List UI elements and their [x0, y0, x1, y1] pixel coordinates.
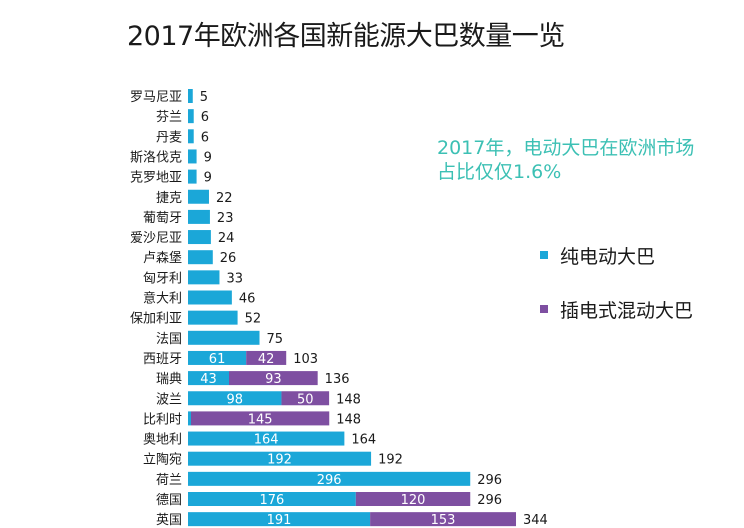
total-value-label: 26 [220, 251, 237, 266]
category-label: 葡萄牙 [143, 211, 182, 226]
category-label: 法国 [156, 332, 182, 347]
chart-title: 2017年欧洲各国新能源大巴数量一览 [127, 21, 565, 52]
segment-value-label: 296 [317, 473, 342, 488]
bar-electric [188, 290, 232, 305]
total-value-label: 296 [477, 493, 502, 508]
bar-electric [188, 431, 345, 446]
category-label: 意大利 [143, 291, 182, 307]
annotation-line-2: 占比仅仅1.6% [437, 161, 562, 183]
legend-swatch-electric [540, 251, 548, 259]
total-value-label: 148 [336, 392, 361, 407]
bar-electric [188, 149, 197, 164]
segment-value-label: 192 [267, 453, 292, 468]
legend-label-electric: 纯电动大巴 [560, 245, 656, 268]
bar-electric [188, 230, 211, 245]
legend-item-plugin: 插电式混动大巴 [540, 296, 693, 322]
bar-plugin [191, 411, 330, 426]
total-value-label: 136 [325, 372, 350, 387]
bar-electric [188, 391, 282, 406]
total-value-label: 9 [204, 171, 212, 186]
bar-electric [188, 471, 471, 486]
bar-plugin [229, 371, 318, 386]
total-value-label: 75 [267, 332, 284, 347]
category-label: 立陶宛 [143, 452, 182, 468]
bar-electric [188, 109, 194, 124]
bar-electric [188, 512, 371, 527]
total-value-label: 6 [201, 130, 209, 145]
total-value-label: 344 [523, 513, 548, 528]
total-value-label: 103 [293, 352, 318, 367]
bar-electric [188, 189, 209, 204]
segment-value-label: 191 [267, 513, 292, 528]
bar-plugin [281, 391, 330, 406]
category-label: 匈牙利 [143, 271, 182, 286]
total-value-label: 9 [204, 150, 212, 165]
segment-value-label: 61 [209, 352, 226, 367]
total-value-label: 6 [201, 110, 209, 125]
category-label: 奥地利 [143, 433, 182, 448]
bar-electric [188, 492, 356, 506]
segment-value-label: 120 [401, 493, 426, 508]
bar-plugin [355, 492, 471, 506]
bar-electric [188, 371, 230, 386]
bar-electric [188, 270, 220, 285]
bar-electric [188, 209, 210, 224]
annotation-note: 2017年，电动大巴在欧洲市场 占比仅仅1.6% [437, 136, 737, 184]
category-label: 西班牙 [143, 352, 182, 367]
category-label: 芬兰 [156, 110, 182, 125]
category-label: 德国 [156, 493, 182, 508]
bar-plugin [246, 350, 287, 365]
total-value-label: 23 [217, 211, 234, 226]
bar-electric [188, 310, 238, 325]
bar-electric [188, 89, 193, 103]
total-value-label: 296 [477, 473, 502, 488]
bar-electric [188, 129, 194, 144]
segment-value-label: 176 [259, 493, 284, 508]
total-value-label: 192 [378, 453, 403, 468]
total-value-label: 24 [218, 231, 235, 246]
annotation-line-1: 2017年，电动大巴在欧洲市场 [437, 137, 695, 159]
segment-value-label: 50 [297, 392, 314, 407]
category-label: 比利时 [143, 412, 182, 427]
total-value-label: 164 [351, 433, 376, 448]
legend-swatch-plugin [540, 305, 548, 313]
legend-label-plugin: 插电式混动大巴 [560, 299, 694, 322]
legend-item-electric: 纯电动大巴 [540, 242, 655, 268]
total-value-label: 148 [336, 412, 361, 427]
category-label: 斯洛伐克 [130, 150, 182, 165]
bar-electric [188, 169, 197, 184]
segment-value-label: 153 [431, 513, 456, 528]
segment-value-label: 93 [265, 372, 282, 387]
total-value-label: 46 [239, 292, 256, 307]
bar-electric [188, 250, 213, 265]
category-label: 保加利亚 [130, 312, 182, 327]
total-value-label: 5 [200, 90, 208, 105]
category-label: 丹麦 [156, 130, 182, 145]
total-value-label: 22 [216, 191, 233, 206]
bar-electric [188, 451, 372, 466]
segment-value-label: 43 [200, 372, 217, 387]
bar-electric [188, 350, 247, 365]
bar-electric [188, 411, 191, 426]
segment-value-label: 42 [258, 352, 275, 367]
category-label: 爱沙尼亚 [130, 231, 182, 246]
total-value-label: 52 [245, 312, 262, 327]
category-label: 捷克 [156, 191, 182, 206]
total-value-label: 33 [226, 271, 243, 286]
category-label: 罗马尼亚 [130, 90, 182, 105]
segment-value-label: 145 [248, 412, 273, 427]
bar-plugin [370, 512, 517, 527]
category-label: 卢森堡 [143, 250, 182, 266]
category-label: 英国 [156, 513, 182, 528]
category-label: 波兰 [156, 392, 182, 407]
category-label: 克罗地亚 [130, 171, 182, 186]
category-label: 瑞典 [156, 372, 182, 387]
segment-value-label: 164 [254, 433, 279, 448]
bar-electric [188, 330, 260, 345]
category-label: 荷兰 [156, 473, 182, 488]
segment-value-label: 98 [226, 392, 243, 407]
